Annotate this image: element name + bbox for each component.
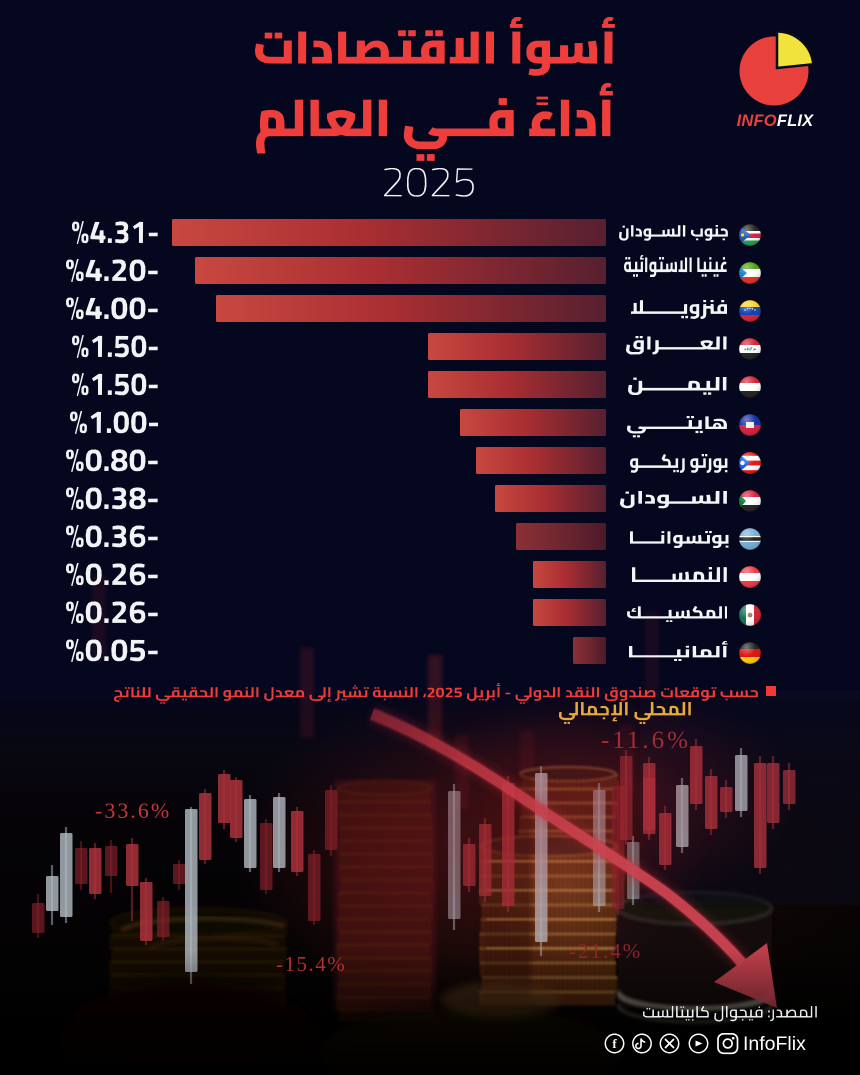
svg-text:f: f xyxy=(612,1036,617,1051)
svg-text:InfoFlix: InfoFlix xyxy=(743,1033,806,1055)
